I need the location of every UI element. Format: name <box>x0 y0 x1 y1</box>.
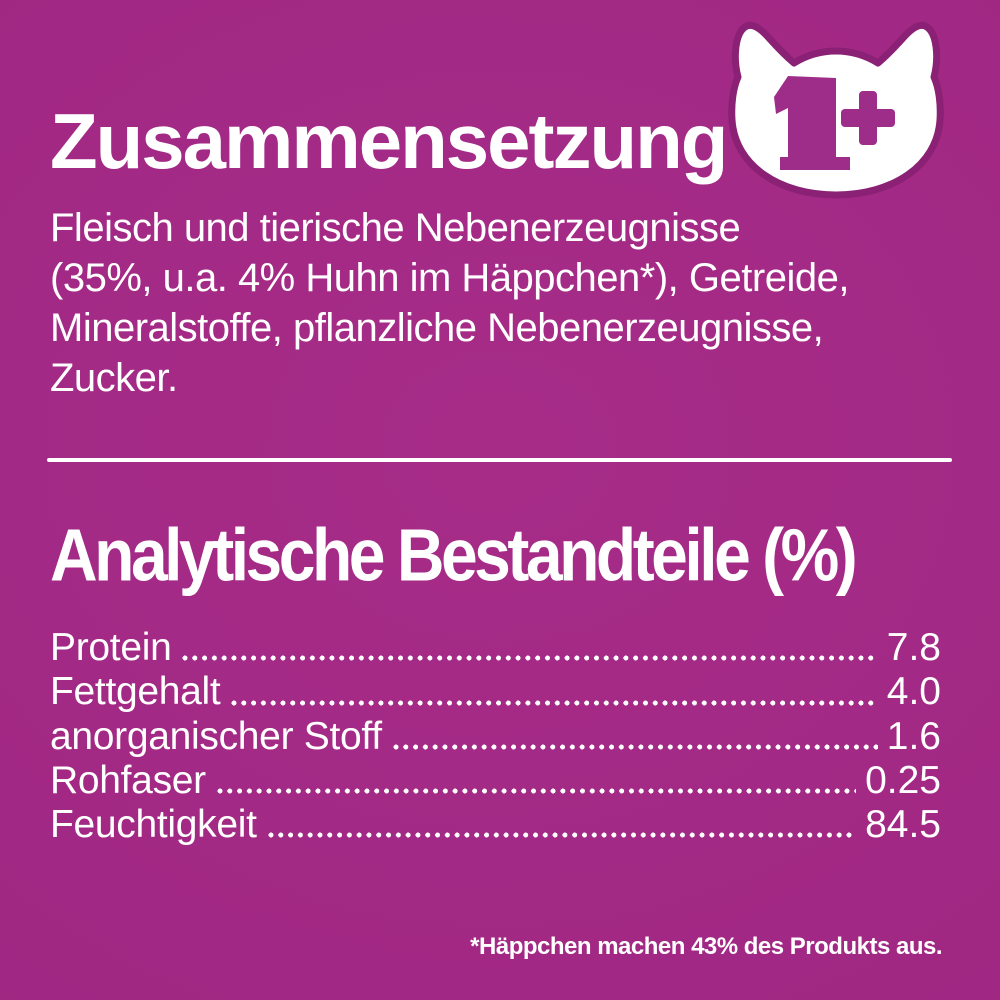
analysis-label: Fettgehalt <box>50 670 221 714</box>
analysis-label: Protein <box>50 626 172 669</box>
composition-title: Zusammensetzung <box>50 97 728 185</box>
dot-leader <box>231 699 878 706</box>
badge-digit-one <box>774 76 850 170</box>
composition-line: (35%, u.a. 4% Huhn im Häppchen*), Getrei… <box>50 256 849 300</box>
table-row: Protein 7.8 <box>50 626 941 670</box>
table-row: Feuchtigkeit 84.5 <box>50 803 941 847</box>
analysis-title: Analytische Bestandteile (%) <box>50 513 858 597</box>
dot-leader <box>267 832 857 839</box>
analysis-value: 1.6 <box>886 714 941 758</box>
cat-head-icon <box>728 21 944 199</box>
analysis-value: 0.25 <box>865 758 941 802</box>
table-row: Fettgehalt 4.0 <box>50 670 941 714</box>
composition-line: Mineralstoffe, pflanzliche Nebenerzeugni… <box>50 306 824 350</box>
analysis-value: 4.0 <box>886 670 941 714</box>
dot-leader <box>182 655 878 662</box>
footnote: *Häppchen machen 43% des Produkts aus. <box>470 933 942 960</box>
analysis-table: Protein 7.8 Fettgehalt 4.0 anorganischer… <box>50 626 941 847</box>
badge-plus <box>841 91 895 145</box>
section-divider <box>47 458 952 462</box>
table-row: anorganischer Stoff 1.6 <box>50 715 941 759</box>
analysis-label: Feuchtigkeit <box>50 803 257 847</box>
cat-age-badge <box>728 20 944 202</box>
analysis-value: 84.5 <box>865 803 941 847</box>
table-row: Rohfaser 0.25 <box>50 759 941 803</box>
composition-line: Fleisch und tierische Nebenerzeugnisse <box>50 206 741 250</box>
analysis-label: anorganischer Stoff <box>50 714 382 758</box>
dot-leader <box>392 743 878 750</box>
analysis-label: Rohfaser <box>50 758 206 802</box>
composition-text: Fleisch und tierische Nebenerzeugnisse (… <box>50 203 849 403</box>
composition-line: Zucker. <box>50 356 178 400</box>
analysis-value: 7.8 <box>886 626 941 669</box>
dot-leader <box>216 788 857 795</box>
